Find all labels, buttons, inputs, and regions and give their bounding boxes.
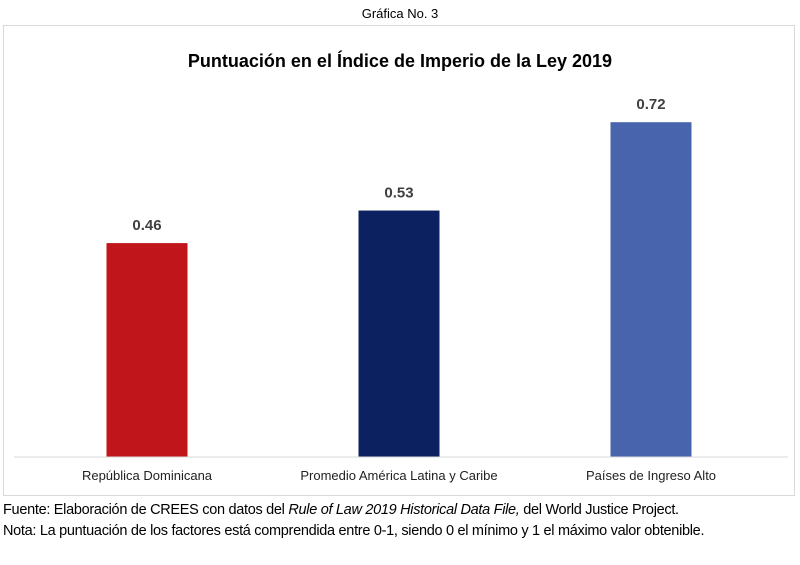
figure-caption: Gráfica No. 3: [361, 6, 439, 21]
source-title: Rule of Law 2019 Historical Data File,: [288, 502, 520, 518]
chart-title: Puntuación en el Índice de Imperio de la…: [188, 50, 612, 71]
source-note: Fuente: Elaboración de CREES con datos d…: [3, 500, 785, 520]
scale-note: Nota: La puntuación de los factores está…: [3, 523, 705, 539]
source-suffix: del World Justice Project.: [519, 502, 679, 518]
bar: [106, 243, 188, 457]
chart-frame: Puntuación en el Índice de Imperio de la…: [3, 25, 795, 496]
bar: [610, 122, 692, 457]
data-label: 0.72: [636, 96, 665, 113]
source-prefix: Fuente: Elaboración de CREES con datos d…: [3, 502, 289, 518]
category-label: Promedio América Latina y Caribe: [300, 468, 497, 483]
bar: [358, 210, 440, 457]
category-label: República Dominicana: [82, 468, 213, 483]
bar-chart: Puntuación en el Índice de Imperio de la…: [14, 50, 788, 483]
data-label: 0.53: [384, 185, 413, 202]
category-label: Países de Ingreso Alto: [586, 468, 716, 483]
data-label: 0.46: [132, 217, 161, 234]
